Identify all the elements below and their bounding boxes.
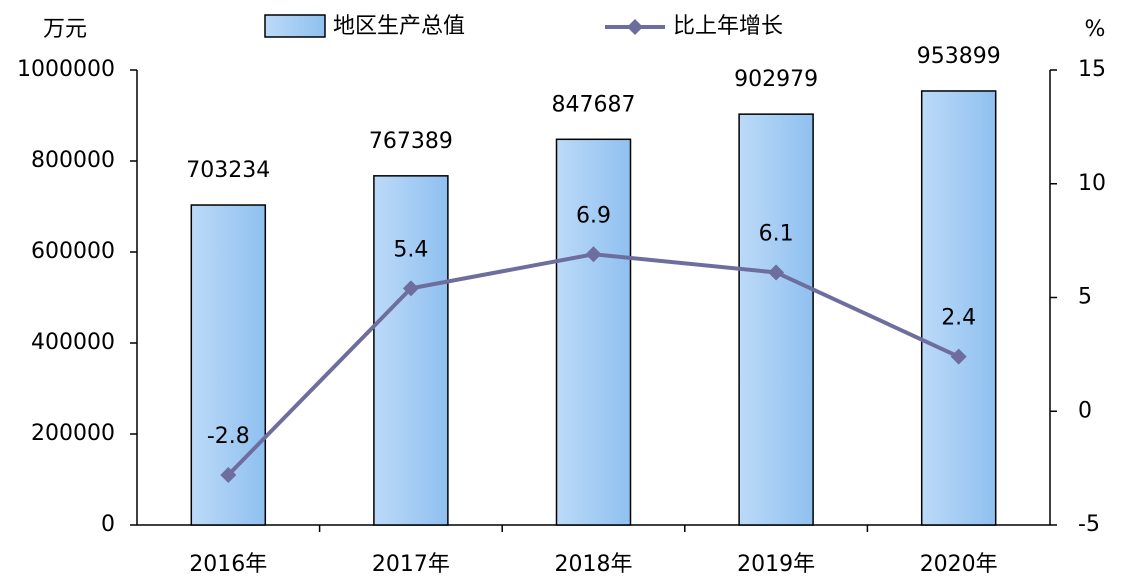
legend-swatch [264,14,326,38]
line-value-label: -2.8 [207,424,250,449]
line-marker [950,348,967,365]
x-tick-label: 2017年 [372,552,450,577]
y2-tick-label: 10 [1078,171,1106,196]
line-value-label: 6.9 [576,203,611,228]
bar-value-label: 847687 [552,92,636,117]
x-tick-label: 2016年 [189,552,267,577]
y2-axis-label: % [1085,17,1106,42]
y-tick-label: 1000000 [17,57,115,82]
y-tick-label: 600000 [31,239,115,264]
line-value-label: 5.4 [393,237,428,262]
line-marker [585,246,602,263]
line-marker [768,264,785,281]
y-axis-label: 万元 [43,17,87,42]
bar [738,113,814,526]
y2-tick-label: 15 [1078,57,1106,82]
bar [373,175,449,526]
y-tick-label: 400000 [31,330,115,355]
x-tick-label: 2020年 [920,552,998,577]
y2-tick-label: 0 [1078,398,1092,423]
bar-value-label: 703234 [186,158,270,183]
line-marker [402,280,419,297]
legend-label: 比上年增长 [673,14,783,39]
y2-tick-label: 5 [1078,285,1092,310]
bar [920,90,997,526]
bar-value-label: 953899 [917,44,1001,69]
x-tick-label: 2018年 [555,552,633,577]
y-tick-label: 200000 [31,421,115,446]
line-value-label: 2.4 [941,306,976,331]
y-tick-label: 800000 [31,148,115,173]
bar-value-label: 902979 [734,67,818,92]
legend-marker [627,19,643,35]
line-marker [220,466,237,483]
bar-value-label: 767389 [369,129,453,154]
line-value-label: 6.1 [759,221,794,246]
legend-label: 地区生产总值 [333,14,465,39]
y-tick-label: 0 [101,512,115,537]
y2-tick-label: -5 [1078,512,1100,537]
bar [555,138,632,526]
x-tick-label: 2019年 [737,552,815,577]
